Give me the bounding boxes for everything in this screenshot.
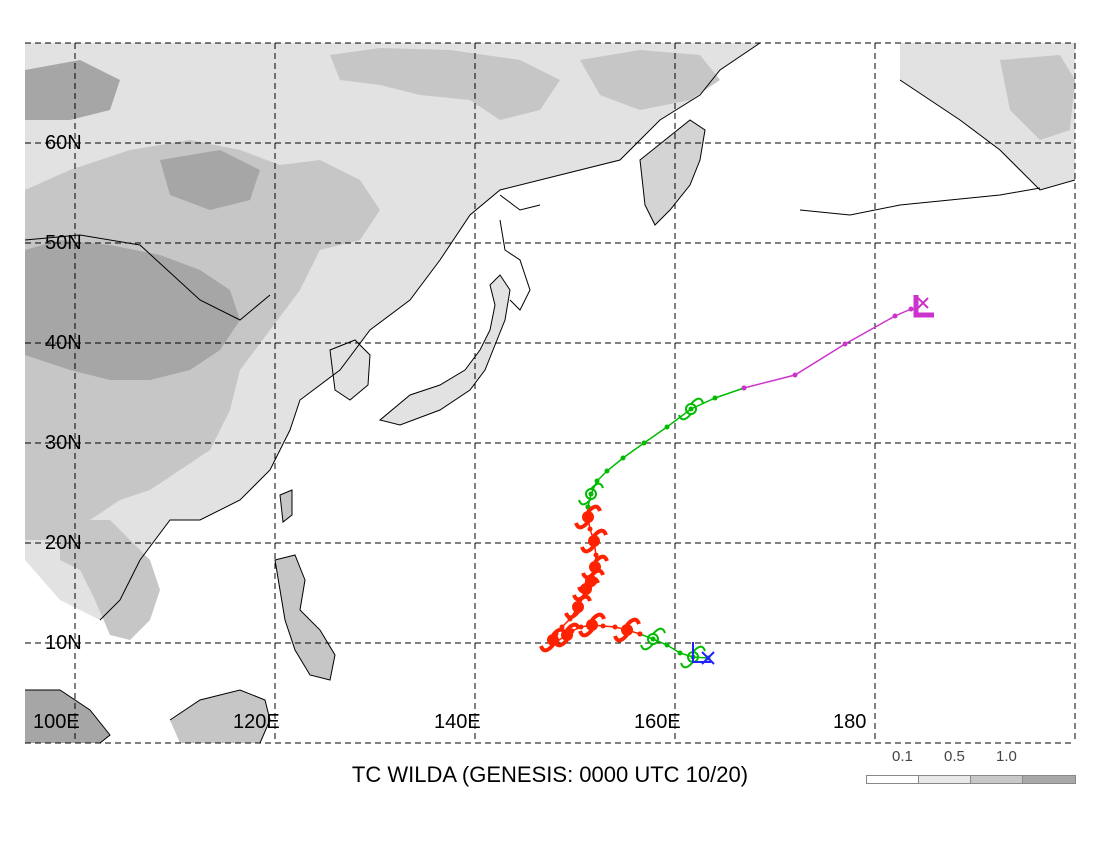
track-point (664, 642, 670, 648)
track-point (664, 424, 670, 430)
track-point (600, 623, 606, 629)
japan (380, 275, 510, 425)
typhoon-symbol (578, 612, 606, 638)
graticule (25, 42, 1076, 744)
typhoon-symbol (539, 627, 567, 653)
track-point (594, 478, 600, 484)
lat-label-20n: 20N (45, 532, 82, 554)
terrain-shading (25, 43, 1075, 743)
track-segment-tropical_depression (587, 387, 745, 508)
lon-label-140e: 140E (434, 711, 481, 733)
track-point (741, 385, 747, 391)
low-pressure-marker (913, 295, 934, 318)
korea (330, 340, 370, 400)
coastlines (25, 43, 1075, 743)
track-point (641, 440, 647, 446)
typhoon-symbol (613, 617, 641, 643)
indochina (60, 520, 160, 640)
borneo (170, 690, 270, 743)
track-point (588, 491, 594, 497)
taiwan (280, 490, 292, 522)
tarim-dark-terrain (25, 60, 120, 120)
dissipation-x-marker (917, 297, 929, 309)
track-point (593, 552, 599, 558)
legend-swatch-1 (918, 775, 971, 784)
track-point (612, 624, 618, 630)
alaska-mid (1000, 55, 1075, 140)
north-mid-terrain (330, 48, 560, 120)
lat-label-60n: 60N (45, 132, 82, 154)
legend-label-0-5: 0.5 (944, 748, 965, 765)
typhoon-symbol (574, 504, 602, 530)
storm-track (539, 295, 934, 669)
track-point (650, 636, 656, 642)
legend-swatch-3 (1022, 775, 1076, 784)
track-point (688, 406, 694, 412)
north-east-terrain (580, 50, 720, 110)
lat-label-30n: 30N (45, 432, 82, 454)
track-point (908, 306, 914, 312)
sumatra (25, 690, 110, 743)
lon-label-120e: 120E (233, 711, 280, 733)
lat-label-10n: 10N (45, 632, 82, 654)
tropical-storm-symbol (578, 482, 604, 506)
track-point (792, 372, 798, 378)
track-point (892, 313, 898, 319)
genesis-x-marker (701, 651, 715, 665)
lon-label-160e: 160E (634, 711, 681, 733)
elevation-legend: 0.1 0.5 1.0 (866, 748, 1076, 788)
track-point (620, 455, 626, 461)
track-point (587, 526, 593, 532)
lon-label-180: 180 (833, 711, 867, 733)
typhoon-symbol (580, 528, 608, 554)
track-point (604, 468, 610, 474)
legend-swatch-2 (970, 775, 1023, 784)
legend-label-1-0: 1.0 (996, 748, 1017, 765)
track-point (712, 395, 718, 401)
mongolia-dark-terrain (160, 150, 260, 210)
tropical-storm-symbol (678, 397, 704, 421)
track-point (677, 650, 683, 656)
legend-swatch-0 (866, 775, 919, 784)
asia-dark-terrain (25, 240, 240, 380)
kamchatka (640, 120, 705, 225)
tropical-storm-symbol (640, 627, 666, 651)
lon-label-100e: 100E (33, 711, 80, 733)
lat-label-40n: 40N (45, 332, 82, 354)
lat-label-50n: 50N (45, 232, 82, 254)
track-point (637, 631, 643, 637)
track-point (842, 341, 848, 347)
legend-label-0-1: 0.1 (892, 748, 913, 765)
map-title: TC WILDA (GENESIS: 0000 UTC 10/20) (351, 762, 749, 787)
philippines (275, 555, 335, 680)
typhoon-symbol (581, 554, 609, 580)
